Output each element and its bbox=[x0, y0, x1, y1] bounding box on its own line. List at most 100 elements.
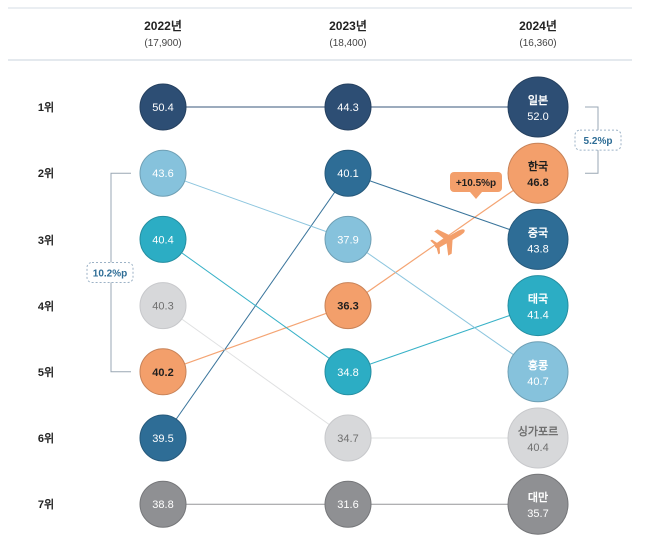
value-label-thailand-1: 40.4 bbox=[152, 234, 173, 246]
value-label-korea-1: 40.2 bbox=[152, 367, 173, 379]
bubble-circle-thailand-1 bbox=[139, 215, 187, 263]
rank-labels: 1위 2위 3위 4위 5위 6위 7위 bbox=[38, 101, 54, 511]
bubble-circle-china-2 bbox=[324, 149, 372, 197]
value-label-singapore-2: 34.7 bbox=[337, 433, 358, 445]
rank-line-hongkong-2 bbox=[347, 238, 539, 373]
rank-label-1: 1위 bbox=[38, 101, 54, 114]
bubble-thailand-2: 34.8 bbox=[324, 348, 372, 396]
value-label-singapore-3: 40.4 bbox=[527, 442, 548, 454]
bracket-right: 5.2%p bbox=[574, 106, 622, 174]
rank-line-korea-1 bbox=[162, 305, 349, 373]
callout-label: +10.5%p bbox=[456, 178, 496, 189]
bubble-taiwan-2: 31.6 bbox=[324, 480, 372, 528]
bubble-circle-china-1 bbox=[139, 414, 187, 462]
value-label-japan-2: 44.3 bbox=[337, 102, 358, 114]
rank-line-china-2 bbox=[347, 172, 539, 240]
rank-label-3: 3위 bbox=[38, 234, 54, 247]
country-name-hongkong: 홍콩 bbox=[528, 358, 548, 372]
bubble-korea-3: 한국 46.8 bbox=[507, 142, 569, 204]
bubble-circle-china-3 bbox=[507, 208, 569, 270]
rank-label-7: 7위 bbox=[38, 498, 54, 511]
bubble-circle-japan-1 bbox=[139, 83, 187, 131]
bubble-china-2: 40.1 bbox=[324, 149, 372, 197]
country-name-china: 중국 bbox=[528, 226, 548, 239]
country-name-thailand: 태국 bbox=[528, 292, 548, 306]
bubble-circle-korea-3 bbox=[507, 142, 569, 204]
country-name-korea: 한국 bbox=[528, 159, 548, 173]
rank-label-5: 5위 bbox=[38, 366, 54, 379]
value-label-taiwan-1: 38.8 bbox=[152, 499, 173, 511]
bubble-taiwan-3: 대만 35.7 bbox=[507, 473, 569, 535]
value-label-hongkong-2: 37.9 bbox=[337, 234, 358, 246]
column-total-2024: (16,360) bbox=[519, 38, 556, 49]
rank-line-hongkong-1 bbox=[162, 172, 349, 240]
value-label-thailand-2: 34.8 bbox=[337, 367, 358, 379]
bubble-circle-hongkong-2 bbox=[324, 215, 372, 263]
bubble-circle-japan-3 bbox=[507, 76, 569, 138]
callout-pointer bbox=[470, 192, 482, 199]
value-label-singapore-1: 40.3 bbox=[152, 301, 173, 313]
bubble-circle-korea-2 bbox=[324, 282, 372, 330]
airplane-icon bbox=[430, 229, 465, 256]
bracket-label-box-right bbox=[574, 129, 622, 151]
bubble-circle-singapore-2 bbox=[324, 414, 372, 462]
column-header-2023: 2023년 bbox=[329, 19, 367, 33]
value-label-taiwan-3: 35.7 bbox=[527, 508, 548, 520]
bubble-singapore-2: 34.7 bbox=[324, 414, 372, 462]
bubble-korea-2: 36.3 bbox=[324, 282, 372, 330]
bubble-china-3: 중국 43.8 bbox=[507, 208, 569, 270]
bracket-label-box-left bbox=[86, 262, 134, 283]
value-label-thailand-3: 41.4 bbox=[527, 310, 548, 322]
country-name-taiwan: 대만 bbox=[528, 490, 548, 504]
country-name-japan: 일본 bbox=[528, 93, 548, 107]
bubble-singapore-1: 40.3 bbox=[139, 282, 187, 330]
rank-lines bbox=[162, 106, 539, 505]
callout-korea: +10.5%p bbox=[430, 172, 502, 256]
bracket-label-right: 5.2%p bbox=[584, 136, 613, 147]
value-label-china-2: 40.1 bbox=[337, 168, 358, 180]
column-header-2022: 2022년 bbox=[144, 19, 182, 33]
bubble-circle-korea-1 bbox=[139, 348, 187, 396]
rank-line-korea-2 bbox=[347, 172, 539, 307]
value-label-hongkong-3: 40.7 bbox=[527, 376, 548, 388]
bubble-japan-3: 일본 52.0 bbox=[507, 76, 569, 138]
bubbles: 50.4 44.3 일본 52.0 40.2 36.3 한국 46.8 39.5 40.1 중국 43… bbox=[139, 76, 569, 535]
bubble-japan-1: 50.4 bbox=[139, 83, 187, 131]
rank-line-thailand-1 bbox=[162, 238, 349, 373]
bubble-hongkong-1: 43.6 bbox=[139, 149, 187, 197]
rank-line-thailand-2 bbox=[347, 305, 539, 373]
bracket-label-left: 10.2%p bbox=[93, 269, 127, 280]
bubble-circle-singapore-3 bbox=[507, 407, 569, 469]
bubble-circle-hongkong-1 bbox=[139, 149, 187, 197]
bubble-circle-thailand-2 bbox=[324, 348, 372, 396]
bubble-singapore-3: 싱가포르 40.4 bbox=[507, 407, 569, 469]
bubble-korea-1: 40.2 bbox=[139, 348, 187, 396]
value-label-korea-3: 46.8 bbox=[527, 177, 548, 189]
column-total-2023: (18,400) bbox=[329, 38, 366, 49]
column-headers: 2022년 (17,900) 2023년 (18,400) 2024년 (16,… bbox=[144, 19, 557, 49]
value-label-hongkong-1: 43.6 bbox=[152, 168, 173, 180]
rank-label-4: 4위 bbox=[38, 300, 54, 313]
column-header-2024: 2024년 bbox=[519, 19, 557, 33]
bubble-china-1: 39.5 bbox=[139, 414, 187, 462]
rank-label-2: 2위 bbox=[38, 167, 54, 180]
bubble-taiwan-1: 38.8 bbox=[139, 480, 187, 528]
value-label-taiwan-2: 31.6 bbox=[337, 499, 358, 511]
value-label-japan-1: 50.4 bbox=[152, 102, 173, 114]
annotations: 10.2%p 5.2%p +10.5%p bbox=[86, 106, 622, 373]
bubble-circle-taiwan-3 bbox=[507, 473, 569, 535]
rank-label-6: 6위 bbox=[38, 432, 54, 445]
column-total-2022: (17,900) bbox=[144, 38, 181, 49]
bubble-thailand-1: 40.4 bbox=[139, 215, 187, 263]
bubble-japan-2: 44.3 bbox=[324, 83, 372, 131]
value-label-korea-2: 36.3 bbox=[337, 301, 358, 313]
chart-frame bbox=[8, 7, 632, 61]
bubble-circle-taiwan-2 bbox=[324, 480, 372, 528]
value-label-china-3: 43.8 bbox=[527, 243, 548, 255]
country-name-singapore: 싱가포르 bbox=[518, 424, 558, 438]
bubble-hongkong-3: 홍콩 40.7 bbox=[507, 341, 569, 403]
bubble-circle-taiwan-1 bbox=[139, 480, 187, 528]
rank-line-singapore-1 bbox=[162, 305, 349, 439]
bubble-circle-japan-2 bbox=[324, 83, 372, 131]
bubble-circle-thailand-3 bbox=[507, 275, 569, 337]
